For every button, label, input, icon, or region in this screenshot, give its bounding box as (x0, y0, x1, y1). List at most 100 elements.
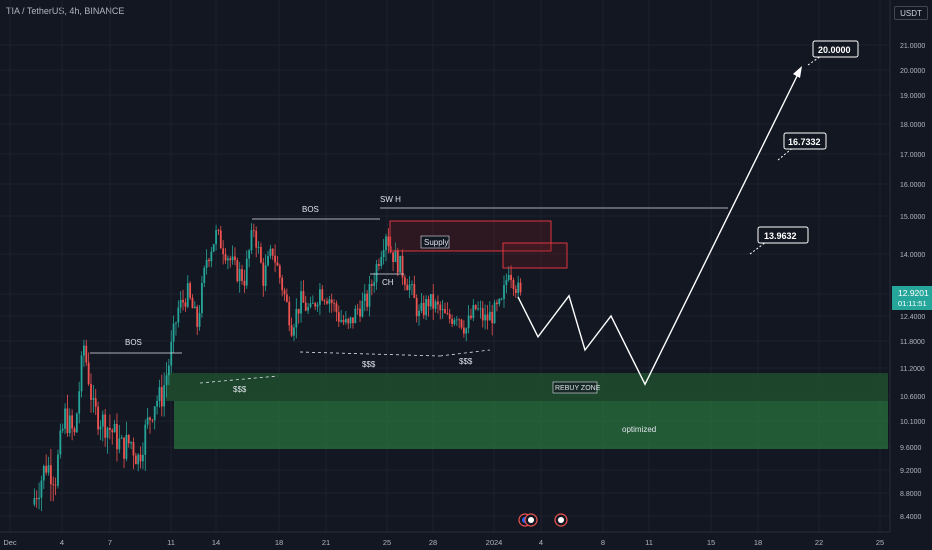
candle-body (172, 323, 175, 342)
candle-body (127, 434, 130, 444)
time-axis[interactable]: Dec 4 7 11 14 18 21 25 28 2024 4 8 11 15 18 22 25 (3, 538, 884, 547)
candle-body (245, 258, 248, 286)
candle-body (193, 306, 196, 309)
candle-body (498, 298, 501, 305)
candle-body (208, 259, 210, 262)
candle-body (238, 269, 241, 282)
candle-body (106, 427, 109, 438)
candle-body (297, 308, 300, 314)
candle-body (406, 284, 409, 291)
candle-body (276, 262, 279, 266)
candle-body (160, 387, 163, 407)
candle-body (486, 314, 489, 321)
candle-body (422, 302, 425, 316)
candle-body (352, 317, 354, 324)
y-tick-label: 12.4000 (900, 314, 925, 321)
candle-body (113, 423, 116, 433)
candle-body (92, 398, 95, 400)
y-tick-label: 9.6000 (900, 445, 922, 452)
x-tick-label: 8 (601, 538, 605, 547)
candle-body (444, 309, 446, 314)
candle-body (118, 438, 121, 450)
candle-body (125, 434, 128, 459)
candle-body (99, 426, 102, 430)
candle-body (415, 297, 418, 317)
rebuy-zone (166, 373, 888, 401)
candle-body (73, 428, 76, 433)
x-tick-label: 15 (707, 538, 715, 547)
rebuy-label-box (552, 381, 598, 394)
candle-body (293, 327, 295, 336)
candle-body (217, 229, 220, 231)
candle-body (493, 302, 496, 324)
candle-body (288, 301, 291, 326)
candle-body (481, 308, 484, 321)
candle-body (519, 282, 522, 293)
bos-label-1: BOS (125, 338, 142, 347)
liquidity-label-3: $$$ (459, 357, 473, 366)
candle-body (455, 319, 458, 321)
candle-body (439, 304, 442, 311)
y-tick-label: 11.2000 (900, 366, 925, 373)
projection-arrowhead (793, 66, 802, 78)
candle-body (514, 288, 517, 294)
symbol-title[interactable]: TIA / TetherUS, 4h, BINANCE (6, 6, 125, 16)
x-tick-label: 7 (108, 538, 112, 547)
liquidity-line-1 (199, 375, 279, 384)
candle-body (340, 320, 343, 322)
supply-label-box (420, 235, 450, 249)
candle-body (201, 283, 203, 314)
y-tick-label: 17.0000 (900, 152, 925, 159)
candle-body (68, 415, 71, 434)
y-tick-label: 8.4000 (900, 514, 922, 521)
candle-body (260, 247, 262, 263)
y-tick-label: 21.0000 (900, 43, 925, 50)
candle-body (465, 328, 468, 334)
candle-body (167, 365, 170, 376)
structure-lines (90, 207, 728, 384)
candle-body (488, 311, 491, 321)
candle-body (378, 264, 380, 266)
candle-body (186, 283, 189, 307)
target-box-1 (757, 226, 809, 244)
x-tick-label: 11 (645, 538, 653, 547)
candle-body (307, 306, 310, 311)
x-tick-label: 28 (429, 538, 437, 547)
candle-body (427, 299, 430, 307)
liquidity-label-2: $$$ (362, 360, 376, 369)
candle-body (474, 304, 477, 310)
candle-body (134, 455, 137, 465)
candle-body (328, 299, 331, 304)
candle-body (177, 307, 180, 323)
candle-body (380, 257, 383, 266)
target-label-1: 13.9632 (764, 231, 797, 241)
candle-body (413, 284, 416, 298)
candle-body (314, 303, 317, 307)
candle-body (484, 314, 487, 321)
currency-button[interactable]: USDT (894, 6, 928, 20)
candle-body (309, 303, 312, 307)
candle-body (231, 256, 234, 261)
x-tick-label: 25 (876, 538, 884, 547)
candle-body (45, 465, 48, 473)
candle-body (283, 290, 286, 295)
liquidity-label-1: $$$ (233, 385, 247, 394)
candle-body (387, 236, 390, 247)
candle-body (311, 303, 314, 304)
candle-body (401, 255, 404, 278)
candle-body (392, 252, 394, 263)
candle-body (170, 341, 173, 366)
price-axis[interactable]: 8.4000 8.8000 9.2000 9.6000 10.1000 10.6000 11… (900, 43, 925, 521)
event-markers[interactable] (518, 513, 568, 527)
candle-body (257, 247, 260, 248)
candle-body (64, 408, 66, 429)
candle-body (71, 415, 74, 429)
candle-body (158, 387, 161, 401)
candle-body (116, 423, 118, 450)
projected-path (517, 69, 801, 386)
candle-body (411, 284, 413, 285)
candle-body (156, 400, 158, 407)
candle-body (512, 280, 515, 289)
